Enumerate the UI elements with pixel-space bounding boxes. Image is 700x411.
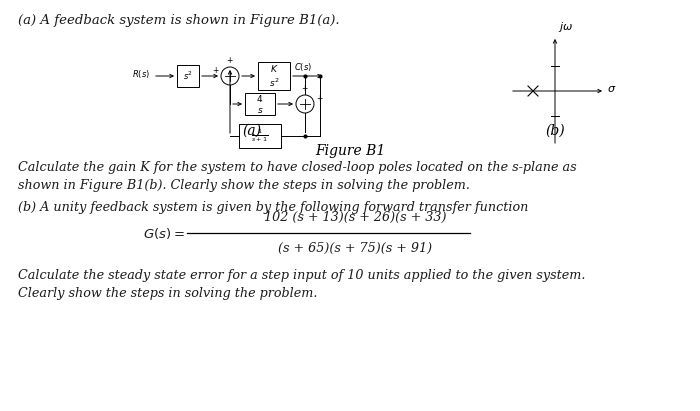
Text: (a) A feedback system is shown in Figure B1(a).: (a) A feedback system is shown in Figure… — [18, 14, 339, 27]
Text: (s + 65)(s + 75)(s + 91): (s + 65)(s + 75)(s + 91) — [278, 242, 432, 255]
Text: $K$
$s^2$: $K$ $s^2$ — [269, 63, 279, 89]
Text: $G(s) =$: $G(s) =$ — [144, 226, 185, 240]
Text: (a): (a) — [242, 124, 262, 138]
Text: (b) A unity feedback system is given by the following forward transfer function: (b) A unity feedback system is given by … — [18, 201, 528, 214]
Circle shape — [221, 67, 239, 85]
Text: 102 (s + 13)(s + 26)(s + 33): 102 (s + 13)(s + 26)(s + 33) — [264, 211, 447, 224]
Text: $4$
$s$: $4$ $s$ — [256, 93, 264, 115]
Text: (b): (b) — [545, 124, 565, 138]
FancyBboxPatch shape — [177, 65, 199, 87]
Text: Calculate the steady state error for a step input of 10 units applied to the giv: Calculate the steady state error for a s… — [18, 269, 585, 282]
Text: $s^2$: $s^2$ — [183, 70, 193, 82]
Text: +: + — [226, 56, 232, 65]
Text: Clearly show the steps in solving the problem.: Clearly show the steps in solving the pr… — [18, 287, 317, 300]
Text: $C(s)$: $C(s)$ — [294, 61, 312, 73]
Text: shown in Figure B1(b). Clearly show the steps in solving the problem.: shown in Figure B1(b). Clearly show the … — [18, 179, 470, 192]
Circle shape — [296, 95, 314, 113]
FancyBboxPatch shape — [258, 62, 290, 90]
Text: Calculate the gain K for the system to have closed-loop poles located on the s-p: Calculate the gain K for the system to h… — [18, 161, 577, 174]
Text: $\sigma$: $\sigma$ — [607, 84, 616, 94]
FancyBboxPatch shape — [239, 124, 281, 148]
Text: Figure B1: Figure B1 — [315, 144, 385, 158]
FancyBboxPatch shape — [245, 93, 275, 115]
Text: $R(s)$: $R(s)$ — [132, 68, 150, 80]
Text: +: + — [301, 84, 307, 93]
Text: $j\omega$: $j\omega$ — [558, 20, 573, 34]
Text: +: + — [213, 66, 219, 75]
Text: $\frac{1}{s+1}$: $\frac{1}{s+1}$ — [251, 128, 269, 144]
Text: +: + — [316, 94, 323, 103]
